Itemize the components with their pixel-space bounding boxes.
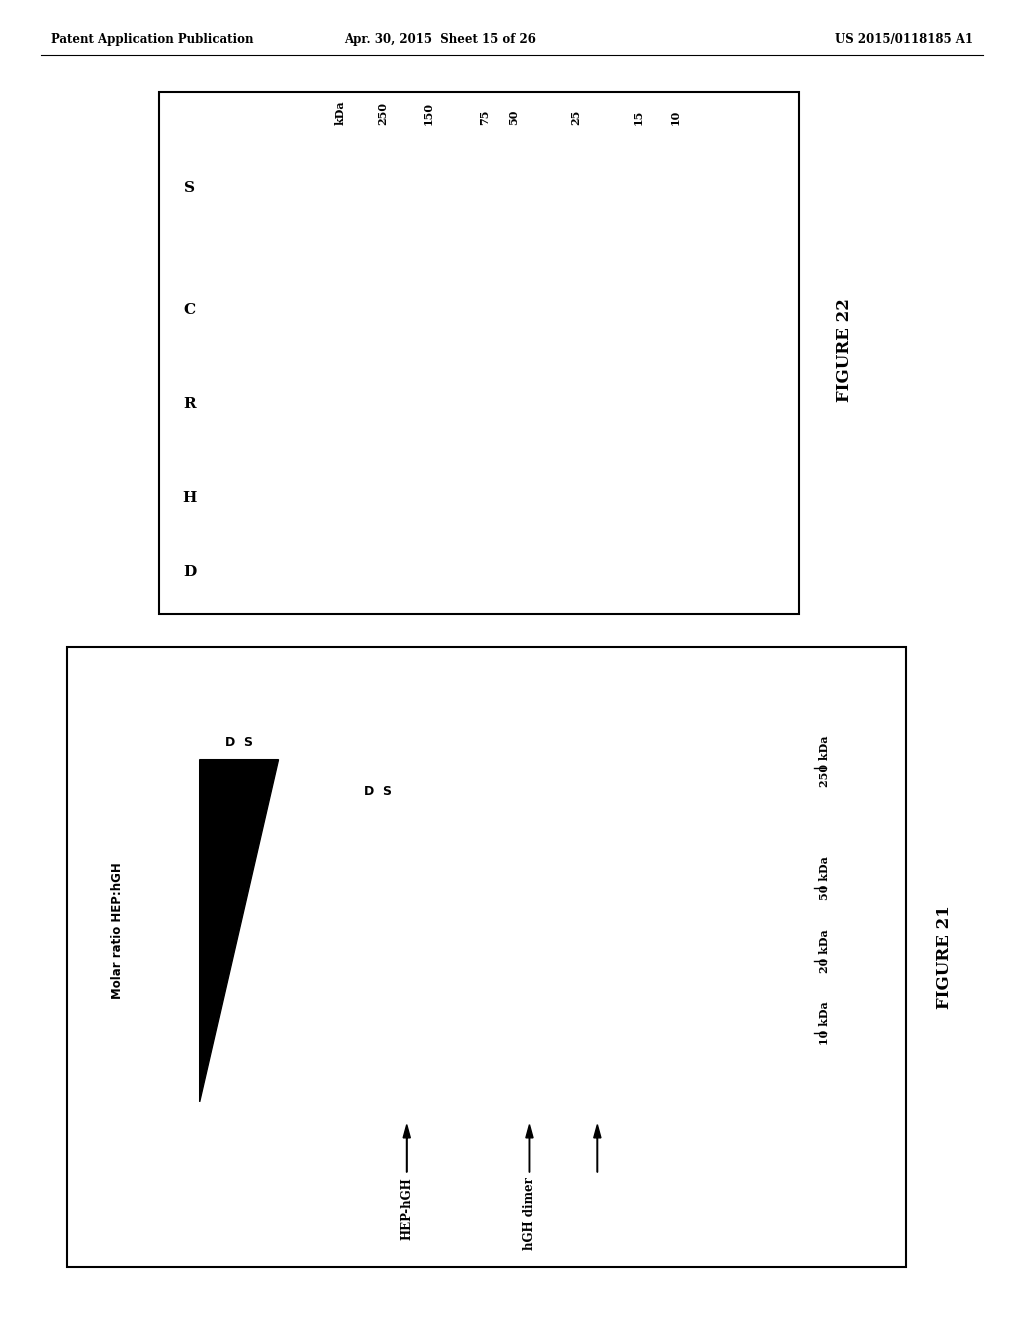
Text: R: R — [183, 397, 196, 411]
Text: 10: 10 — [670, 110, 681, 125]
Text: 15: 15 — [633, 110, 644, 125]
Text: D  S: D S — [225, 737, 253, 750]
Text: HEP-hGH: HEP-hGH — [400, 1177, 414, 1241]
Text: Apr. 30, 2015  Sheet 15 of 26: Apr. 30, 2015 Sheet 15 of 26 — [344, 33, 537, 46]
Text: 250: 250 — [377, 103, 388, 125]
Text: C: C — [183, 304, 196, 317]
Text: FIGURE 22: FIGURE 22 — [837, 298, 853, 401]
Text: D  S: D S — [364, 785, 392, 799]
Text: US 2015/0118185 A1: US 2015/0118185 A1 — [835, 33, 973, 46]
Text: FIGURE 21: FIGURE 21 — [936, 906, 952, 1008]
Text: kDa: kDa — [335, 100, 345, 125]
Text: 150: 150 — [423, 103, 433, 125]
Text: D: D — [183, 565, 196, 579]
Text: 10 kDa: 10 kDa — [819, 1001, 830, 1045]
Text: Patent Application Publication: Patent Application Publication — [51, 33, 254, 46]
Text: 50 kDa: 50 kDa — [819, 857, 830, 900]
Text: 20 kDa: 20 kDa — [819, 929, 830, 973]
Text: hGH dimer: hGH dimer — [523, 1177, 536, 1250]
Text: 75: 75 — [479, 110, 490, 125]
Text: H: H — [182, 491, 197, 504]
Text: S: S — [184, 181, 195, 195]
Text: 250 kDa: 250 kDa — [819, 735, 830, 787]
Text: 50: 50 — [508, 110, 519, 125]
Text: Molar ratio HEP:hGH: Molar ratio HEP:hGH — [112, 862, 124, 999]
Text: 25: 25 — [570, 110, 582, 125]
